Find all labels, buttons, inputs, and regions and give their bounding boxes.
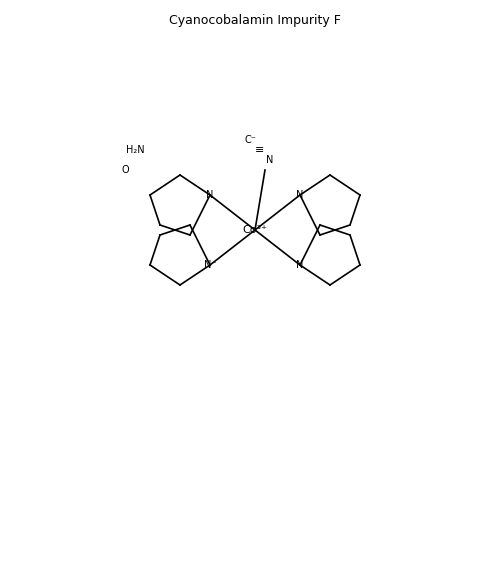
Text: N: N xyxy=(206,190,214,200)
Text: H₂N: H₂N xyxy=(126,145,144,155)
Text: N⁻: N⁻ xyxy=(204,260,216,270)
Text: Cyanocobalamin Impurity F: Cyanocobalamin Impurity F xyxy=(169,14,341,27)
Text: N: N xyxy=(296,190,304,200)
Text: O: O xyxy=(121,165,129,175)
Text: Co³⁺: Co³⁺ xyxy=(242,225,268,235)
Text: N: N xyxy=(296,260,304,270)
Text: C⁻: C⁻ xyxy=(244,135,256,145)
Text: ≡: ≡ xyxy=(256,145,264,155)
Text: N: N xyxy=(266,155,274,165)
